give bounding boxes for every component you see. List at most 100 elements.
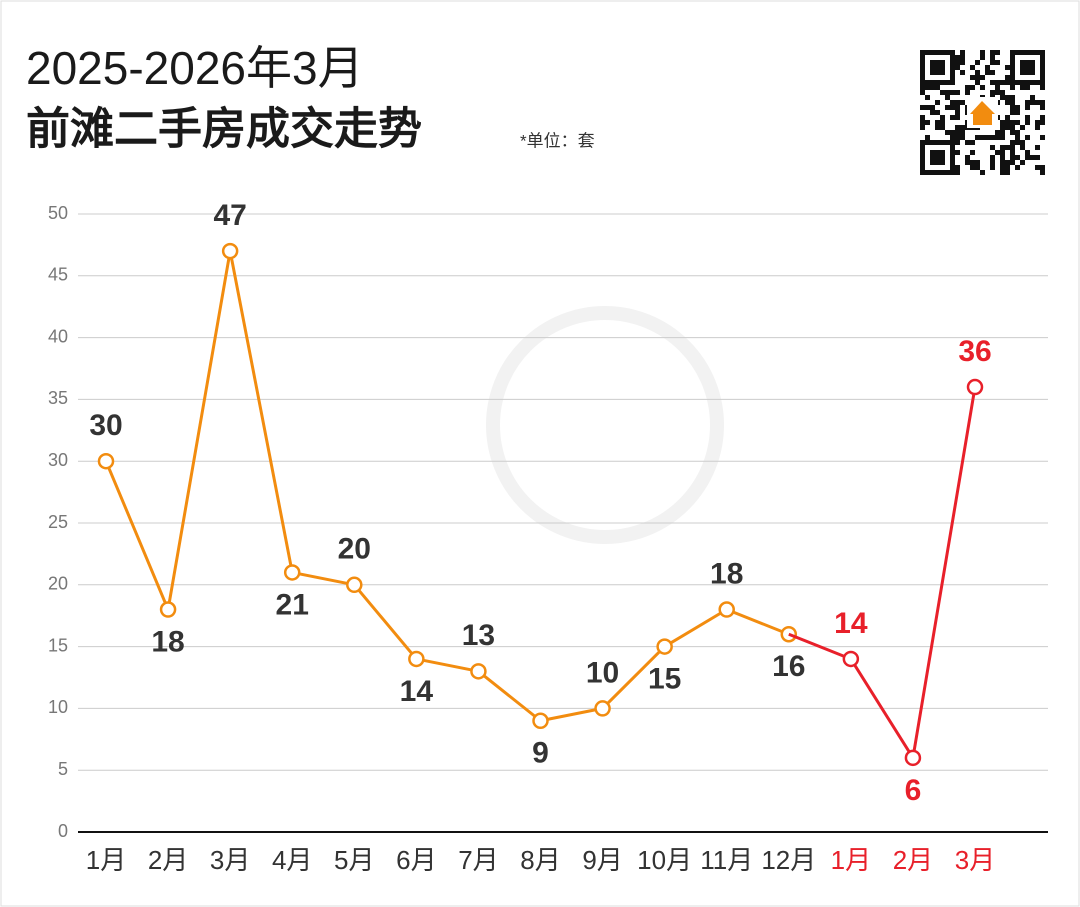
data-label: 18	[151, 625, 184, 658]
data-label: 9	[532, 737, 549, 770]
qr-cell	[1040, 170, 1045, 175]
qr-cell	[1025, 150, 1030, 155]
qr-cell	[990, 80, 995, 85]
qr-cell	[970, 160, 975, 165]
point	[159, 601, 177, 618]
chart-title: 2025-2026年3月	[26, 42, 364, 94]
x-tick-label: 6月	[396, 845, 436, 875]
qr-cell	[1010, 155, 1015, 160]
qr-cell	[990, 160, 995, 165]
qr-cell	[1010, 120, 1015, 125]
qr-cell	[1000, 135, 1005, 140]
point	[718, 601, 735, 618]
qr-cell	[995, 150, 1000, 155]
qr-cell	[1025, 120, 1030, 125]
qr-cell	[1000, 155, 1005, 160]
qr-cell	[990, 90, 995, 95]
qr-cell	[1005, 65, 1010, 70]
data-label: 14	[834, 607, 868, 640]
qr-cell	[955, 165, 960, 170]
qr-cell	[960, 60, 965, 65]
qr-cell	[995, 130, 1000, 135]
qr-cell	[1015, 130, 1020, 135]
qr-cell	[1020, 85, 1025, 90]
qr-cell	[990, 50, 995, 55]
data-label: 20	[338, 533, 371, 566]
qr-cell	[990, 165, 995, 170]
point	[966, 378, 984, 396]
qr-cell	[1005, 80, 1010, 85]
y-tick-label: 0	[58, 821, 68, 841]
qr-cell	[980, 85, 985, 90]
qr-cell	[980, 50, 985, 55]
qr-cell	[935, 120, 940, 125]
data-label: 6	[905, 774, 922, 807]
x-tick-label: 3月	[210, 845, 250, 875]
qr-cell	[1035, 125, 1040, 130]
qr-cell	[945, 105, 950, 110]
qr-cell	[1025, 100, 1030, 105]
qr-cell	[1000, 170, 1005, 175]
qr-cell	[930, 85, 935, 90]
data-label: 13	[462, 619, 495, 652]
series-line	[104, 249, 790, 723]
qr-cell	[945, 90, 950, 95]
y-tick-label: 15	[48, 635, 68, 655]
qr-cell	[960, 70, 965, 75]
qr-cell	[970, 140, 975, 145]
qr-cell	[1035, 165, 1040, 170]
qr-cell	[1010, 100, 1015, 105]
qr-cell	[955, 65, 960, 70]
point	[532, 712, 549, 730]
qr-cell	[1025, 115, 1030, 120]
qr-cell	[1040, 165, 1045, 170]
qr-cell	[1035, 100, 1040, 105]
series-connector	[788, 632, 852, 661]
qr-cell	[920, 85, 925, 90]
qr-cell	[1025, 105, 1030, 110]
chart-subtitle: 前滩二手房成交走势	[26, 105, 422, 154]
qr-cell	[1015, 165, 1020, 170]
qr-cell	[970, 85, 975, 90]
qr-cell	[1010, 140, 1015, 145]
data-label: 16	[772, 650, 805, 683]
qr-cell	[1005, 75, 1010, 80]
unit-note: *单位：套	[520, 131, 595, 150]
data-label: 21	[276, 588, 309, 621]
x-tick-label: 9月	[582, 845, 622, 875]
qr-cell	[935, 110, 940, 115]
qr-cell	[920, 90, 925, 95]
qr-cell	[950, 100, 955, 105]
point	[97, 452, 115, 470]
qr-cell	[960, 130, 965, 135]
qr-cell	[1010, 160, 1015, 165]
point	[221, 242, 239, 260]
qr-cell	[995, 135, 1000, 140]
qr-finder	[1010, 50, 1045, 85]
qr-cell	[1005, 145, 1010, 150]
qr-cell	[1000, 125, 1005, 130]
qr-cell	[975, 165, 980, 170]
qr-cell	[960, 100, 965, 105]
qr-cell	[1005, 120, 1010, 125]
x-tick-label: 8月	[520, 845, 560, 875]
qr-cell	[945, 95, 950, 100]
qr-cell	[985, 135, 990, 140]
qr-cell	[1020, 125, 1025, 130]
qr-cell	[995, 80, 1000, 85]
qr-finder	[930, 150, 945, 165]
point	[842, 650, 860, 668]
qr-cell	[975, 135, 980, 140]
y-tick-label: 10	[48, 697, 68, 717]
qr-cell	[965, 85, 970, 90]
x-tick-label: 12月	[761, 845, 816, 875]
qr-cell	[945, 130, 950, 135]
x-tick-label: 5月	[334, 845, 374, 875]
qr-cell	[990, 145, 995, 150]
qr-cell	[960, 50, 965, 55]
data-label: 36	[958, 335, 991, 368]
qr-cell	[1035, 155, 1040, 160]
qr-cell	[995, 90, 1000, 95]
x-tick-label: 2月	[893, 845, 933, 875]
